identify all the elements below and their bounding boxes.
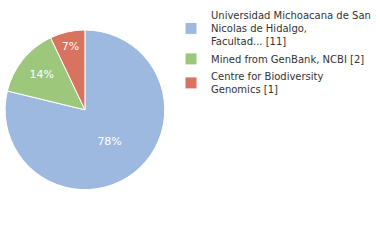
svg-text:Mined from GenBank, NCBI [2]: Mined from GenBank, NCBI [2] [211,54,364,65]
svg-text:78%: 78% [97,135,121,148]
svg-text:Centre for BiodiversityGenomic: Centre for BiodiversityGenomics [1] [211,71,324,95]
svg-text:Universidad Michoacana de SanN: Universidad Michoacana de SanNicolas de … [211,10,371,47]
svg-text:7%: 7% [62,40,79,53]
svg-text:14%: 14% [29,68,53,81]
